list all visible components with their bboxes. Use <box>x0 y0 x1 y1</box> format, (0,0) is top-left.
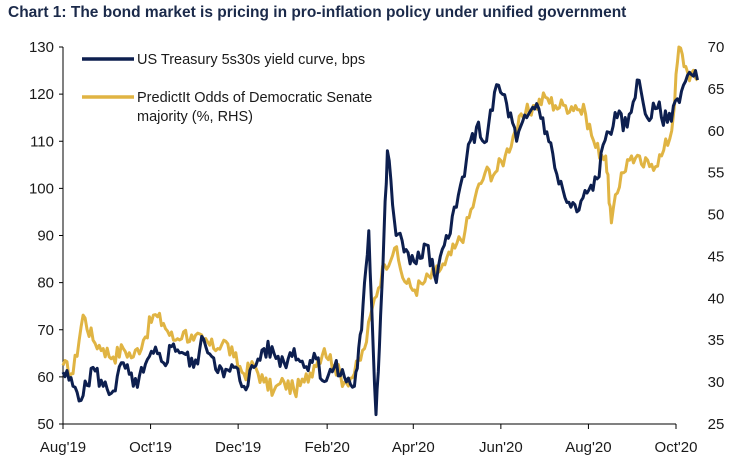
series-line-predictit-odds <box>61 45 699 399</box>
chart-title: Chart 1: The bond market is pricing in p… <box>8 4 627 21</box>
y-right-tick-label: 70 <box>708 39 725 56</box>
legend-label-5s30s: US Treasury 5s30s yield curve, bps <box>137 52 365 68</box>
series-line-5s30s-yield-curve <box>61 69 699 417</box>
x-tick-label: Oct'19 <box>129 439 172 456</box>
y-right-tick-label: 25 <box>708 416 725 433</box>
y-right-tick-label: 50 <box>708 207 725 224</box>
x-tick-label: Aug'19 <box>40 439 86 456</box>
x-tick-label: Apr'20 <box>392 439 435 456</box>
x-tick-label: Oct'20 <box>655 439 698 456</box>
y-left-tick-label: 60 <box>37 369 54 386</box>
y-left-tick-label: 100 <box>29 180 54 197</box>
y-left-tick-label: 120 <box>29 86 54 103</box>
y-left-tick-label: 70 <box>37 322 54 339</box>
y-left-tick-label: 110 <box>30 133 54 150</box>
x-tick-label: Feb'20 <box>304 439 349 456</box>
x-tick-label: Aug'20 <box>565 439 611 456</box>
y-right-tick-label: 60 <box>708 123 725 140</box>
y-right-tick-label: 35 <box>708 332 725 349</box>
legend-label-predictit-line1: PredictIt Odds of Democratic Senate <box>137 90 372 106</box>
y-left-tick-label: 80 <box>37 275 54 292</box>
y-right-tick-label: 40 <box>708 290 725 307</box>
legend-label-predictit-line2: majority (%, RHS) <box>137 109 253 125</box>
x-tick-label: Jun'20 <box>479 439 523 456</box>
y-left-tick-label: 130 <box>29 39 54 56</box>
y-right-tick-label: 65 <box>708 81 725 98</box>
y-right-tick-label: 55 <box>708 165 725 182</box>
y-left-tick-label: 50 <box>37 416 54 433</box>
y-right-tick-label: 45 <box>708 248 725 265</box>
y-left-tick-label: 90 <box>37 228 54 245</box>
x-tick-label: Dec'19 <box>215 439 261 456</box>
y-right-tick-label: 30 <box>708 374 725 391</box>
